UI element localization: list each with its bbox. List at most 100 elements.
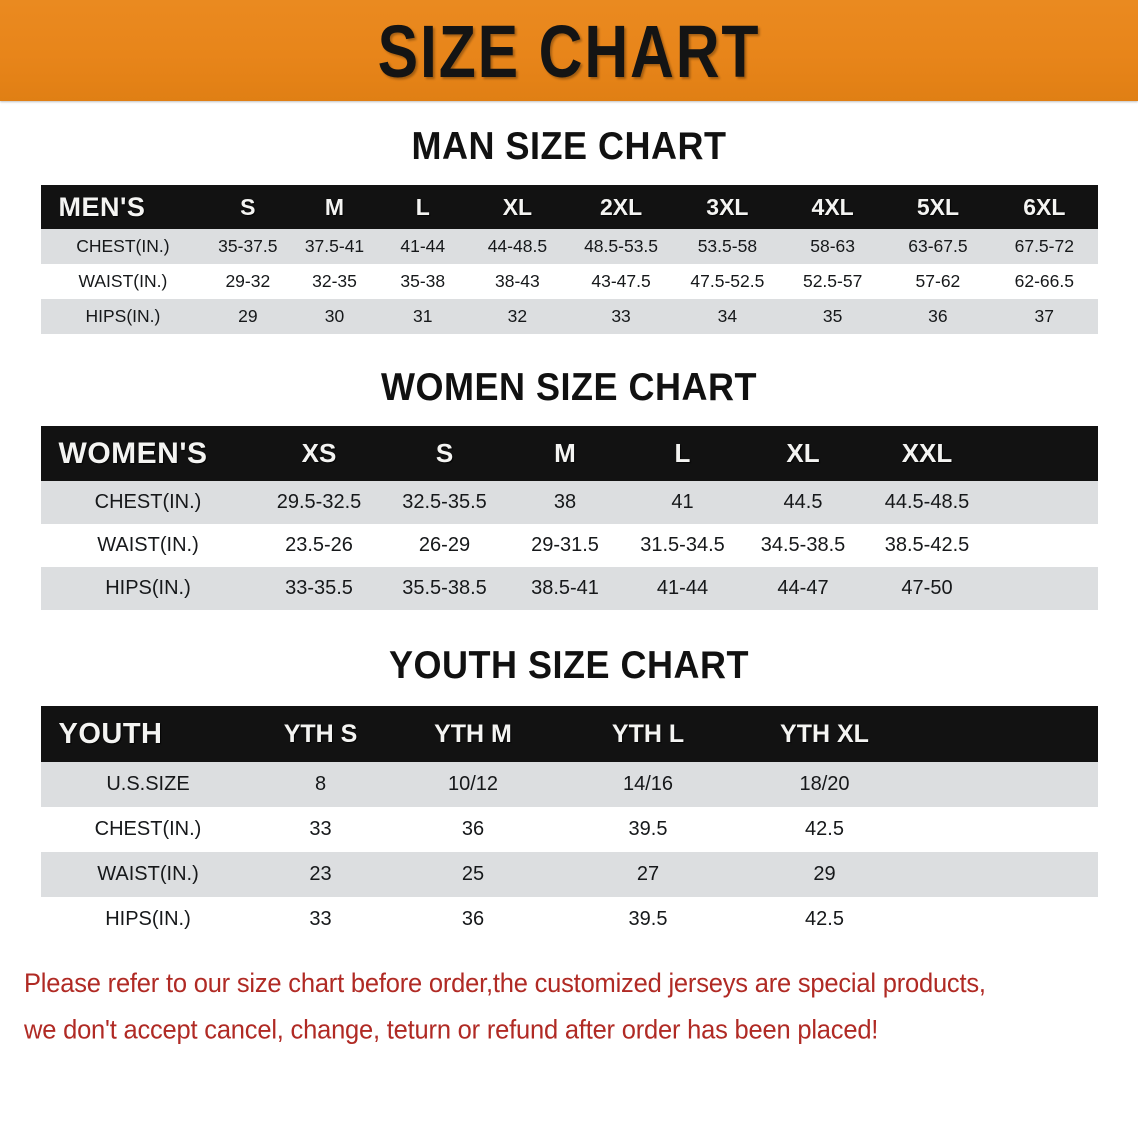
page-title: SIZE CHART xyxy=(377,9,761,92)
women-chest-xs: 29.5-32.5 xyxy=(276,491,362,513)
man-chest-2xl: 48.5-53.5 xyxy=(584,236,659,256)
youth-chest-l: 39.5 xyxy=(628,818,668,840)
man-chest-4xl: 58-63 xyxy=(810,236,856,256)
youth-us-size-m: 10/12 xyxy=(447,773,499,795)
table-row: CHEST(IN.) 29.5-32.5 32.5-35.5 38 41 44.… xyxy=(40,481,1098,524)
women-chest-l: 41 xyxy=(671,491,694,513)
youth-us-size-xl: 18/20 xyxy=(799,773,850,795)
notice-line-2: we don't accept cancel, change, teturn o… xyxy=(24,1015,879,1045)
table-row: CHEST(IN.) 33 36 39.5 42.5 xyxy=(40,807,1098,852)
women-hips-xs: 33-35.5 xyxy=(285,577,353,599)
man-waist-2xl: 43-47.5 xyxy=(591,271,651,291)
women-size-table-wrap: WOMEN'S XS S M L XL XXL CHEST(IN.) 29.5-… xyxy=(40,426,1098,610)
women-waist-xs: 23.5-26 xyxy=(285,534,353,556)
table-row: U.S.SIZE 8 10/12 14/16 18/20 xyxy=(40,762,1098,807)
women-hips-xxl: 47-50 xyxy=(901,577,953,599)
table-row: HIPS(IN.) 33-35.5 35.5-38.5 38.5-41 41-4… xyxy=(40,567,1098,610)
women-row-label-hips: HIPS(IN.) xyxy=(105,577,191,599)
youth-us-size-spacer xyxy=(914,762,1098,807)
man-table-body: CHEST(IN.) 35-37.5 37.5-41 41-44 44-48.5… xyxy=(40,229,1098,334)
man-waist-l: 35-38 xyxy=(400,271,446,291)
man-waist-3xl: 47.5-52.5 xyxy=(690,271,765,291)
youth-table-body: U.S.SIZE 8 10/12 14/16 18/20 CHEST(IN.) … xyxy=(40,762,1098,942)
man-chest-m: 37.5-41 xyxy=(304,236,365,256)
man-hips-4xl: 35 xyxy=(822,306,843,326)
youth-us-size-s: 8 xyxy=(314,773,327,795)
youth-hips-spacer xyxy=(914,897,1098,942)
man-hips-m: 30 xyxy=(324,306,345,326)
women-chest-xxl: 44.5-48.5 xyxy=(884,491,970,513)
man-size-col-xl: XL xyxy=(502,193,533,220)
women-chest-spacer xyxy=(990,481,1098,524)
page-banner: SIZE CHART xyxy=(0,0,1138,101)
youth-header-label: YOUTH xyxy=(58,717,163,750)
youth-waist-spacer xyxy=(914,852,1098,897)
man-chest-s: 35-37.5 xyxy=(218,236,278,256)
youth-header-row: YOUTH YTH S YTH M YTH L YTH XL xyxy=(40,706,1098,762)
man-chest-l: 41-44 xyxy=(400,236,446,256)
man-hips-2xl: 33 xyxy=(611,306,631,326)
man-size-col-s: S xyxy=(240,193,256,220)
youth-size-table: YOUTH YTH S YTH M YTH L YTH XL U.S.SIZE … xyxy=(40,706,1098,942)
man-waist-6xl: 62-66.5 xyxy=(1014,271,1074,291)
women-size-col-xs: XS xyxy=(301,438,337,468)
man-row-label-hips: HIPS(IN.) xyxy=(85,306,161,326)
women-size-col-xxl: XXL xyxy=(901,438,953,468)
women-size-col-m: M xyxy=(554,438,576,468)
women-waist-l: 31.5-34.5 xyxy=(640,534,725,556)
man-chest-3xl: 53.5-58 xyxy=(697,236,758,256)
women-table-head: WOMEN'S XS S M L XL XXL xyxy=(40,426,1098,481)
youth-size-table-wrap: YOUTH YTH S YTH M YTH L YTH XL U.S.SIZE … xyxy=(40,706,1098,942)
women-chest-m: 38 xyxy=(553,491,577,513)
youth-us-size-l: 14/16 xyxy=(622,773,674,795)
women-hips-xl: 44-47 xyxy=(777,577,829,599)
table-row: WAIST(IN.) 29-32 32-35 35-38 38-43 43-47… xyxy=(40,264,1098,299)
man-hips-3xl: 34 xyxy=(717,306,738,326)
women-waist-spacer xyxy=(990,524,1098,567)
man-waist-5xl: 57-62 xyxy=(915,271,961,291)
women-hips-m: 38.5-41 xyxy=(531,577,599,599)
women-size-col-xl: XL xyxy=(786,438,820,468)
women-hips-spacer xyxy=(990,567,1098,610)
man-hips-5xl: 36 xyxy=(928,306,948,326)
man-section-title: MAN SIZE CHART xyxy=(411,123,727,168)
women-waist-s: 26-29 xyxy=(418,534,471,556)
man-row-label-chest: CHEST(IN.) xyxy=(76,236,170,256)
youth-hips-xl: 42.5 xyxy=(805,908,844,930)
table-row: CHEST(IN.) 35-37.5 37.5-41 41-44 44-48.5… xyxy=(40,229,1098,264)
man-chest-xl: 44-48.5 xyxy=(487,236,548,256)
man-size-col-6xl: 6XL xyxy=(1023,193,1066,220)
man-chest-6xl: 67.5-72 xyxy=(1014,236,1074,256)
man-size-table: MEN'S S M L XL 2XL 3XL 4XL 5XL 6XL CHEST… xyxy=(40,185,1098,334)
youth-hips-s: 33 xyxy=(309,908,332,930)
women-chest-xl: 44.5 xyxy=(783,491,823,513)
women-table-body: CHEST(IN.) 29.5-32.5 32.5-35.5 38 41 44.… xyxy=(40,481,1098,610)
youth-chest-spacer xyxy=(914,807,1098,852)
youth-hips-l: 39.5 xyxy=(628,908,668,930)
women-row-label-chest: CHEST(IN.) xyxy=(94,491,202,513)
women-header-label: WOMEN'S xyxy=(58,436,208,470)
table-row: WAIST(IN.) 23 25 27 29 xyxy=(40,852,1098,897)
women-waist-m: 29-31.5 xyxy=(531,534,599,556)
man-size-col-l: L xyxy=(415,193,430,220)
table-row: HIPS(IN.) 29 30 31 32 33 34 35 36 37 xyxy=(40,299,1098,334)
man-size-col-4xl: 4XL xyxy=(811,193,854,220)
youth-chest-s: 33 xyxy=(309,818,332,840)
women-chest-s: 32.5-35.5 xyxy=(402,491,487,513)
women-hips-s: 35.5-38.5 xyxy=(402,577,487,599)
man-waist-m: 32-35 xyxy=(312,271,357,291)
women-header-spacer xyxy=(990,426,1098,481)
man-size-col-5xl: 5XL xyxy=(916,193,959,220)
women-hips-l: 41-44 xyxy=(656,577,709,599)
man-waist-s: 29-32 xyxy=(225,271,271,291)
man-row-label-waist: WAIST(IN.) xyxy=(78,271,168,291)
youth-waist-l: 27 xyxy=(636,863,660,885)
women-section-title: WOMEN SIZE CHART xyxy=(381,364,757,409)
youth-row-label-hips: HIPS(IN.) xyxy=(105,908,191,930)
man-waist-4xl: 52.5-57 xyxy=(802,271,863,291)
order-policy-notice: Please refer to our size chart before or… xyxy=(24,961,1114,1054)
youth-row-label-us-size: U.S.SIZE xyxy=(106,773,190,795)
women-size-table: WOMEN'S XS S M L XL XXL CHEST(IN.) 29.5-… xyxy=(40,426,1098,610)
youth-chest-xl: 42.5 xyxy=(805,818,844,840)
table-row: WAIST(IN.) 23.5-26 26-29 29-31.5 31.5-34… xyxy=(40,524,1098,567)
